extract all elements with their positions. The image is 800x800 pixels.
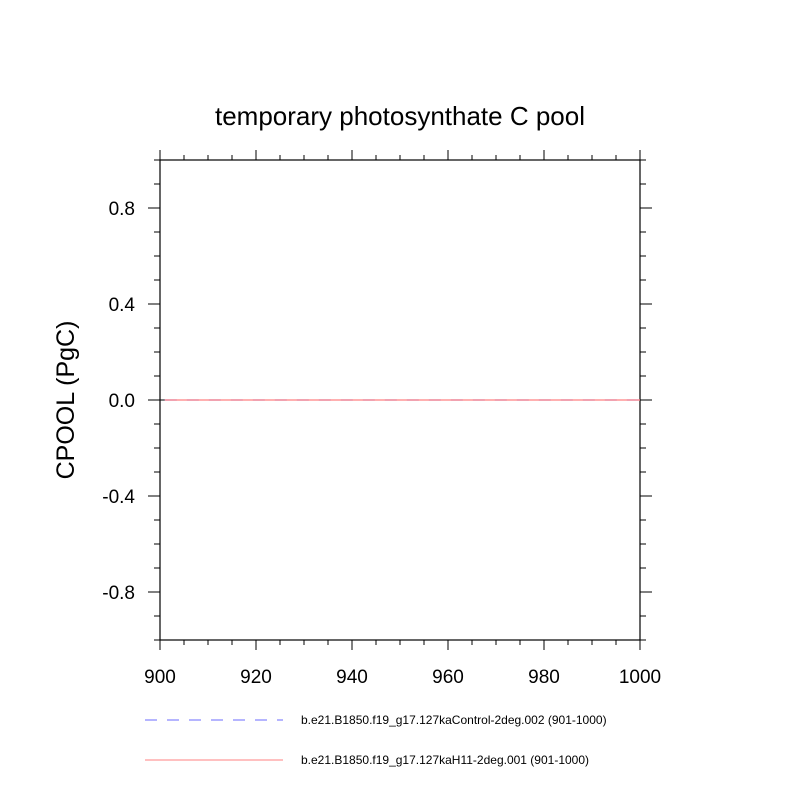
y-axis: 0.8 0.4 0.0 -0.4 -0.8 [102,159,652,641]
x-tick-label: 960 [432,667,464,688]
x-tick-label: 940 [336,667,368,688]
y-tick-label: 0.4 [109,295,136,316]
legend-label-2: b.e21.B1850.f19_g17.127kaH11-2deg.001 (9… [301,753,589,767]
y-axis-label: CPOOL (PgC) [52,321,80,480]
legend: b.e21.B1850.f19_g17.127kaControl-2deg.00… [145,713,607,767]
chart-title: temporary photosynthate C pool [215,101,585,131]
y-tick-label: -0.8 [102,583,135,604]
y-tick-label: 0.8 [109,199,135,220]
y-tick-label: -0.4 [102,487,135,508]
legend-label-1: b.e21.B1850.f19_g17.127kaControl-2deg.00… [301,713,607,727]
x-tick-label: 920 [240,667,272,688]
x-tick-label: 1000 [619,667,661,688]
x-tick-label: 900 [144,667,176,688]
x-tick-label: 980 [528,667,560,688]
y-tick-label: 0.0 [109,391,135,412]
x-axis: 900 920 940 960 980 1000 [144,150,661,688]
